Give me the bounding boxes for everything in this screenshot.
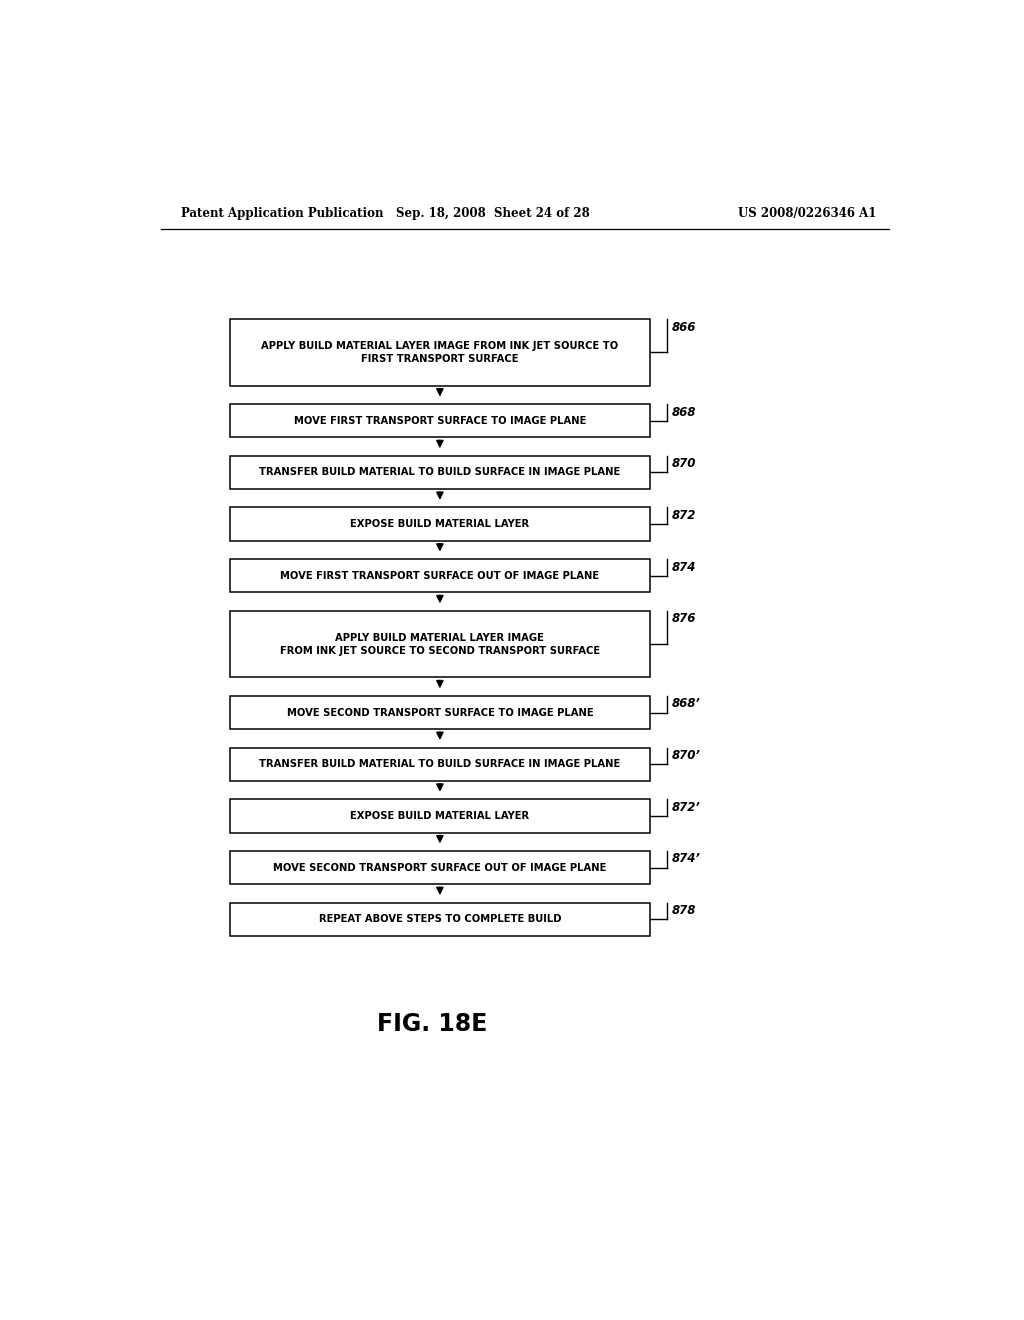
Text: 870: 870 (672, 457, 696, 470)
Text: APPLY BUILD MATERIAL LAYER IMAGE FROM INK JET SOURCE TO
FIRST TRANSPORT SURFACE: APPLY BUILD MATERIAL LAYER IMAGE FROM IN… (261, 341, 618, 364)
Text: 872’: 872’ (672, 801, 700, 813)
Text: TRANSFER BUILD MATERIAL TO BUILD SURFACE IN IMAGE PLANE: TRANSFER BUILD MATERIAL TO BUILD SURFACE… (259, 467, 621, 478)
Bar (229, 903, 650, 936)
Text: Sep. 18, 2008  Sheet 24 of 28: Sep. 18, 2008 Sheet 24 of 28 (396, 207, 590, 220)
Text: 878: 878 (672, 904, 696, 917)
Text: APPLY BUILD MATERIAL LAYER IMAGE
FROM INK JET SOURCE TO SECOND TRANSPORT SURFACE: APPLY BUILD MATERIAL LAYER IMAGE FROM IN… (280, 632, 600, 656)
Bar (229, 696, 650, 729)
Text: US 2008/0226346 A1: US 2008/0226346 A1 (738, 207, 877, 220)
Bar (229, 851, 650, 884)
Text: Patent Application Publication: Patent Application Publication (180, 207, 383, 220)
Text: 866: 866 (672, 321, 696, 334)
Text: 874: 874 (672, 561, 696, 574)
Text: FIG. 18E: FIG. 18E (377, 1012, 487, 1036)
Text: EXPOSE BUILD MATERIAL LAYER: EXPOSE BUILD MATERIAL LAYER (350, 519, 529, 529)
Text: TRANSFER BUILD MATERIAL TO BUILD SURFACE IN IMAGE PLANE: TRANSFER BUILD MATERIAL TO BUILD SURFACE… (259, 759, 621, 770)
Text: 870’: 870’ (672, 748, 700, 762)
Bar (229, 507, 650, 541)
Text: MOVE SECOND TRANSPORT SURFACE OUT OF IMAGE PLANE: MOVE SECOND TRANSPORT SURFACE OUT OF IMA… (273, 862, 606, 873)
Bar (229, 404, 650, 437)
Text: MOVE SECOND TRANSPORT SURFACE TO IMAGE PLANE: MOVE SECOND TRANSPORT SURFACE TO IMAGE P… (287, 708, 593, 718)
Text: 868’: 868’ (672, 697, 700, 710)
Text: EXPOSE BUILD MATERIAL LAYER: EXPOSE BUILD MATERIAL LAYER (350, 810, 529, 821)
Bar (229, 455, 650, 490)
Text: 874’: 874’ (672, 853, 700, 866)
Bar (229, 799, 650, 833)
Bar (229, 319, 650, 385)
Text: 872: 872 (672, 510, 696, 521)
Bar (229, 611, 650, 677)
Text: MOVE FIRST TRANSPORT SURFACE TO IMAGE PLANE: MOVE FIRST TRANSPORT SURFACE TO IMAGE PL… (294, 416, 586, 426)
Text: 868: 868 (672, 405, 696, 418)
Bar (229, 747, 650, 781)
Text: 876: 876 (672, 612, 696, 626)
Text: REPEAT ABOVE STEPS TO COMPLETE BUILD: REPEAT ABOVE STEPS TO COMPLETE BUILD (318, 915, 561, 924)
Bar (229, 560, 650, 593)
Text: MOVE FIRST TRANSPORT SURFACE OUT OF IMAGE PLANE: MOVE FIRST TRANSPORT SURFACE OUT OF IMAG… (281, 570, 599, 581)
